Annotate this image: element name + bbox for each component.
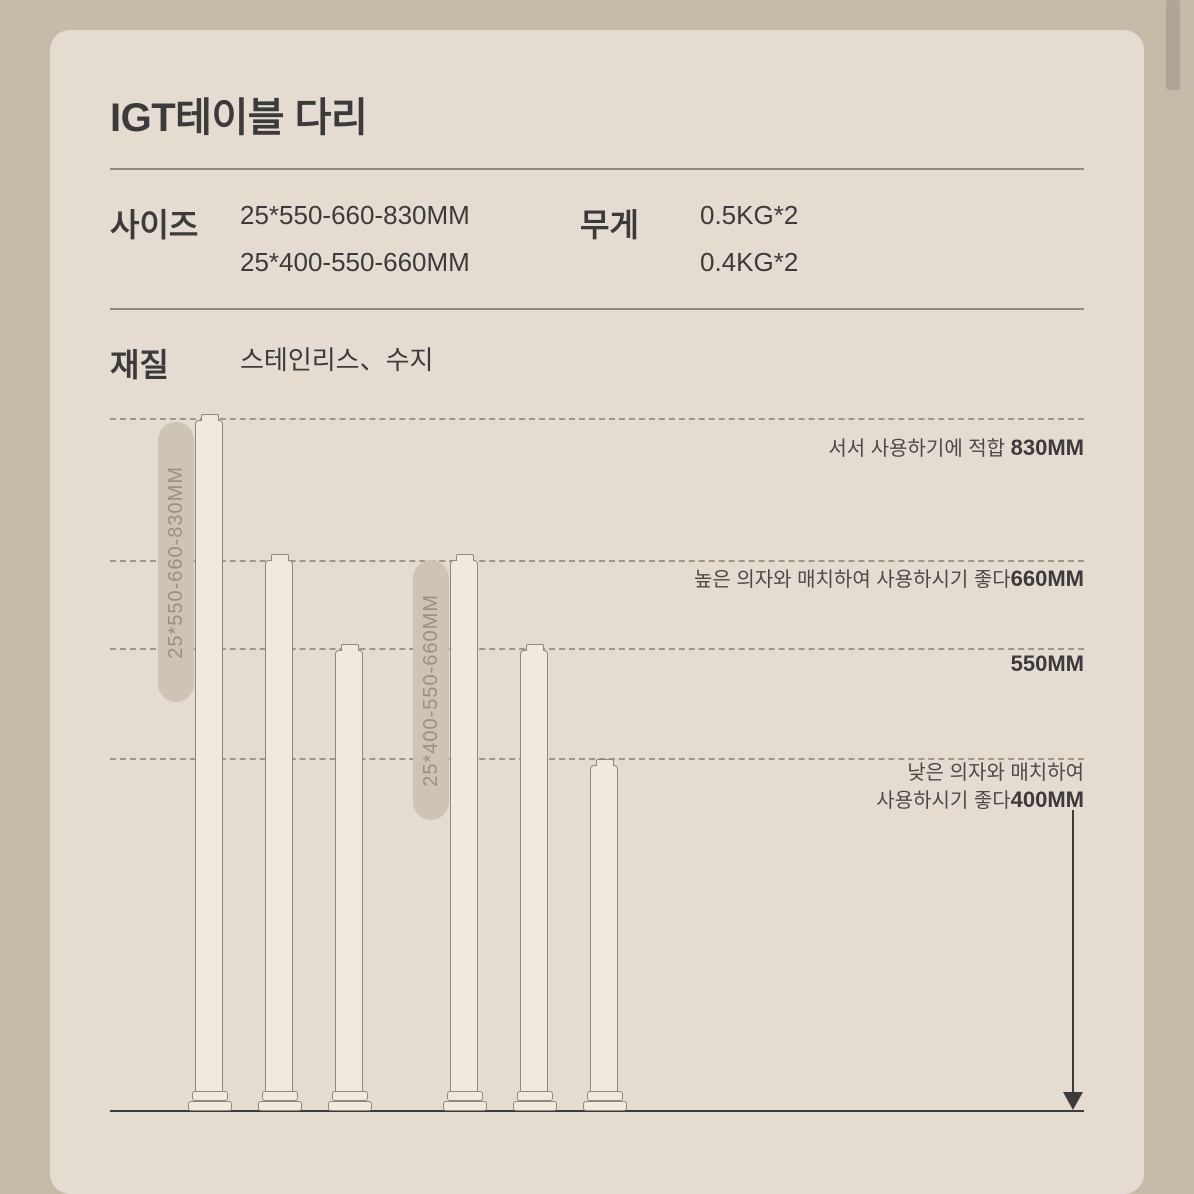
size-badge: 25*550-660-830MM [158,422,194,702]
table-leg-bar [195,420,223,1110]
level-mm: 400MM [1011,787,1084,812]
spec-label-weight: 무게 [580,200,700,246]
table-leg-bar [450,560,478,1110]
level-mm: 660MM [1011,566,1084,591]
spec-size-1: 25*550-660-830MM [240,200,580,231]
spec-weight-1: 0.5KG*2 [700,200,798,231]
spec-size-2: 25*400-550-660MM [240,247,580,278]
height-level-label: 550MM [1011,650,1084,679]
dimension-arrow-line [1072,810,1074,1095]
table-leg-bar [335,650,363,1110]
height-level-label: 낮은 의자와 매치하여 사용하시기 좋다400MM [876,760,1084,815]
bar-cap [526,644,544,651]
table-leg-bar [590,765,618,1110]
table-leg-bar [265,560,293,1110]
bar-body [195,420,223,1110]
spec-row-material: 재질 스테인리스、수지 [110,340,1084,396]
spec-values-size: 25*550-660-830MM 25*400-550-660MM [240,200,580,278]
bar-foot-lower [583,1101,627,1111]
bar-body [520,650,548,1110]
bar-cap [456,554,474,561]
size-badge: 25*400-550-660MM [413,560,449,820]
gridline [110,560,1084,562]
gridline [110,648,1084,650]
height-chart: 25*550-660-830MM 25*400-550-660MM 서서 사용하기에… [110,410,1084,1194]
dimension-arrow-head [1063,1092,1083,1110]
level-mm: 830MM [1011,435,1084,460]
level-mm: 550MM [1011,651,1084,676]
bar-foot-lower [328,1101,372,1111]
bar-foot-upper [587,1091,623,1101]
bar-foot-lower [443,1101,487,1111]
spec-card: IGT테이블 다리 사이즈 25*550-660-830MM 25*400-55… [50,30,1144,1194]
spec-material: 스테인리스、수지 [240,340,580,377]
bar-body [450,560,478,1110]
page-root: IGT테이블 다리 사이즈 25*550-660-830MM 25*400-55… [0,0,1194,1194]
bar-foot-upper [517,1091,553,1101]
page-title: IGT테이블 다리 [110,85,1084,170]
bar-foot-upper [262,1091,298,1101]
bar-foot-upper [192,1091,228,1101]
bar-cap [341,644,359,651]
height-level-label: 서서 사용하기에 적합 830MM [828,434,1084,463]
size-badge-text: 25*550-660-830MM [165,466,188,659]
bar-foot-lower [258,1101,302,1111]
spec-row-size-weight: 사이즈 25*550-660-830MM 25*400-550-660MM 무게… [110,200,1084,310]
spec-label-material: 재질 [110,340,240,386]
bar-foot-lower [513,1101,557,1111]
spec-values-material: 스테인리스、수지 [240,340,580,377]
size-badge-text: 25*400-550-660MM [420,594,443,787]
bar-cap [596,759,614,766]
gridline [110,418,1084,420]
spec-label-size: 사이즈 [110,200,240,246]
bar-body [335,650,363,1110]
level-desc: 높은 의자와 매치하여 사용하시기 좋다 [694,569,1011,591]
bar-cap [271,554,289,561]
bar-cap [201,414,219,421]
table-leg-bar [520,650,548,1110]
level-desc: 서서 사용하기에 적합 [828,438,1010,460]
scrollbar-track[interactable] [1164,0,1182,1194]
bar-foot-upper [332,1091,368,1101]
bar-body [590,765,618,1110]
spec-values-weight: 0.5KG*2 0.4KG*2 [700,200,798,278]
bar-body [265,560,293,1110]
bar-foot-upper [447,1091,483,1101]
bar-foot-lower [188,1101,232,1111]
height-level-label: 높은 의자와 매치하여 사용하시기 좋다660MM [694,565,1084,594]
spec-weight-2: 0.4KG*2 [700,247,798,278]
scrollbar-thumb[interactable] [1166,0,1180,90]
